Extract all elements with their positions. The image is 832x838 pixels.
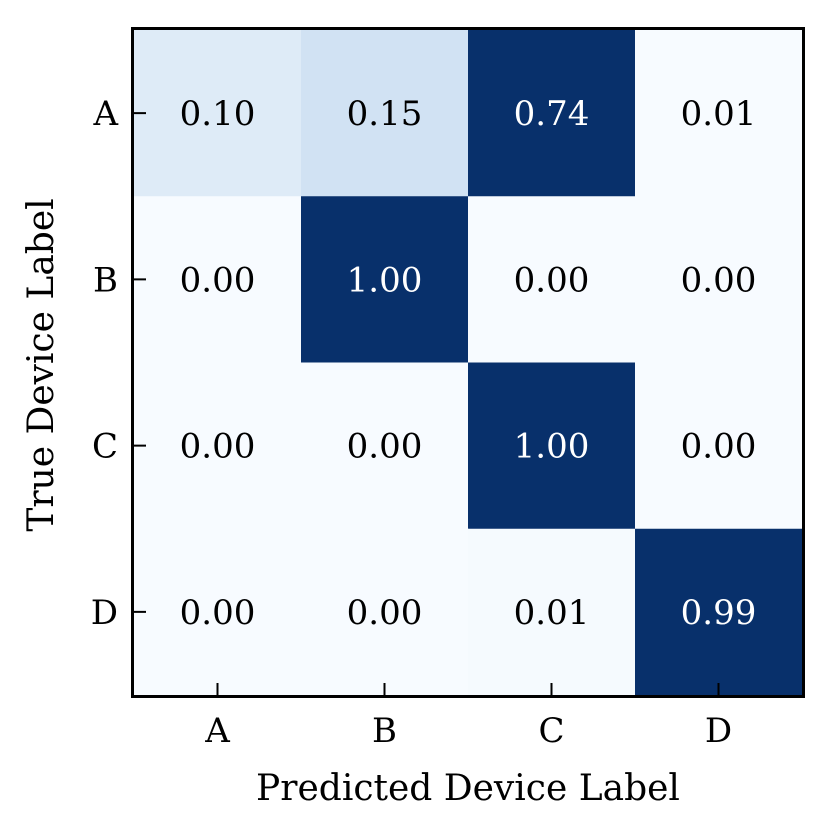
x-tick-label: D <box>705 711 732 751</box>
y-tick-label: B <box>93 260 118 300</box>
cell-value-label: 1.00 <box>514 427 590 467</box>
x-tick-label: A <box>204 711 230 751</box>
heatmap-cell-B-B <box>301 196 469 363</box>
y-tick-label: A <box>92 94 118 134</box>
cell-value-label: 0.00 <box>681 260 757 300</box>
heatmap-cell-B-A <box>134 196 302 363</box>
cell-value-label: 0.00 <box>347 427 423 467</box>
x-tick-label: B <box>372 711 397 751</box>
heatmap-cell-D-C <box>468 528 636 696</box>
heatmap-cell-C-D <box>635 362 803 530</box>
plot-frame <box>131 27 805 698</box>
heatmap-cell-B-D <box>635 196 803 363</box>
y-tick-label: D <box>91 593 118 633</box>
x-tick-label: C <box>538 711 564 751</box>
heatmap-cell-A-B <box>301 30 469 197</box>
x-axis-label: Predicted Device Label <box>256 768 680 809</box>
y-axis-label: True Device Label <box>21 198 62 531</box>
heatmap-cell-C-C <box>468 362 636 530</box>
heatmap-cells <box>134 30 803 696</box>
y-tick-label: C <box>92 427 118 467</box>
heatmap-cell-D-B <box>301 528 469 696</box>
heatmap-cell-D-D <box>635 528 803 696</box>
cell-value-label: 0.00 <box>180 427 256 467</box>
heatmap-cell-labels: 0.10 0.15 0.74 0.01 0.00 1.00 0.00 0.00 0.00 0.00… <box>180 94 757 633</box>
cell-value-label: 0.74 <box>514 94 590 134</box>
y-axis-ticks: A B C D <box>91 94 146 633</box>
cell-value-label: 0.00 <box>514 260 590 300</box>
cell-value-label: 0.99 <box>681 593 757 633</box>
cell-value-label: 0.01 <box>514 593 590 633</box>
cell-value-label: 0.00 <box>180 260 256 300</box>
cell-value-label: 1.00 <box>347 260 423 300</box>
cell-value-label: 0.15 <box>347 94 423 134</box>
cell-value-label: 0.00 <box>681 427 757 467</box>
cell-value-label: 0.00 <box>180 593 256 633</box>
x-axis-ticks: A B C D <box>204 683 732 751</box>
heatmap-cell-A-D <box>635 30 803 197</box>
cell-value-label: 0.01 <box>681 94 757 134</box>
cell-value-label: 0.00 <box>347 593 423 633</box>
heatmap-cell-A-C <box>468 30 636 197</box>
heatmap-cell-A-A <box>134 30 302 197</box>
heatmap-cell-B-C <box>468 196 636 363</box>
heatmap-cell-D-A <box>134 528 302 696</box>
heatmap-cell-C-B <box>301 362 469 530</box>
cell-value-label: 0.10 <box>180 94 256 134</box>
heatmap-cell-C-A <box>134 362 302 530</box>
